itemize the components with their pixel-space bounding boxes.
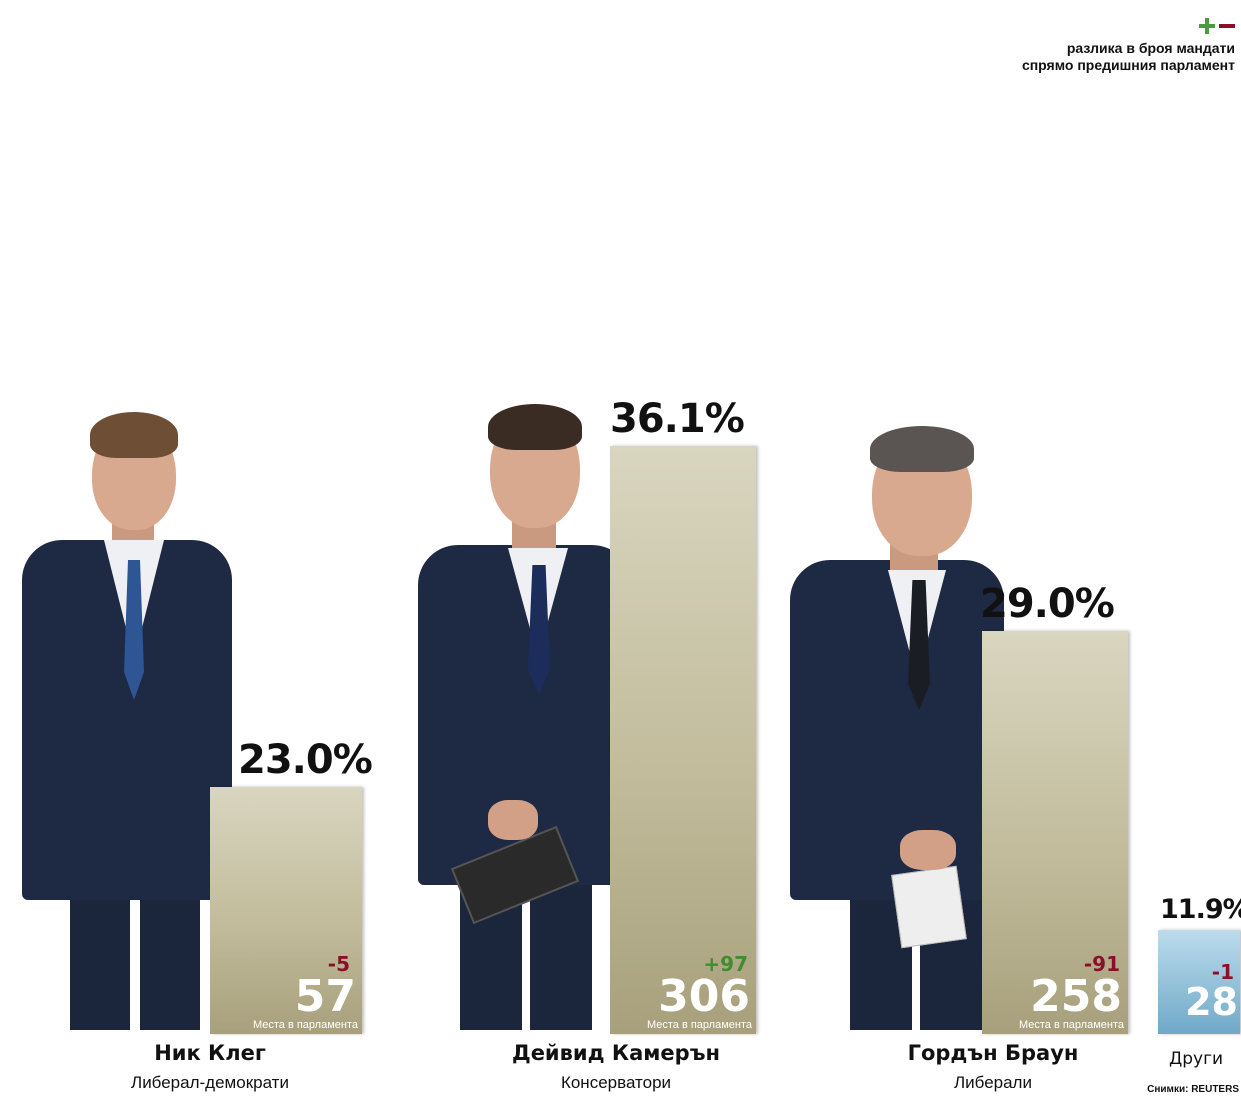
vote-share-label-others: 11.9% <box>1160 894 1241 925</box>
seats-caption-david-cameron: Места в парламента <box>646 1019 752 1031</box>
candidate-name-nick-clegg: Ник Клег <box>154 1041 266 1065</box>
seat-change-others: -1 <box>1211 960 1234 984</box>
party-david-cameron: Консерватори <box>560 1073 672 1092</box>
photo-credit: Снимки: REUTERS <box>1147 1084 1239 1095</box>
seats-david-cameron: 306 <box>658 971 750 1022</box>
seat-change-david-cameron: +97 <box>703 952 748 976</box>
bar-gordon-brown <box>982 631 1128 1034</box>
party-gordon-brown: Либерали <box>954 1073 1032 1092</box>
category-label-others: Други <box>1168 1049 1224 1069</box>
seats-others: 28 <box>1185 980 1238 1024</box>
vote-share-label-gordon-brown: 29.0% <box>980 581 1115 627</box>
legend: разлика в броя мандати спрямо предишния … <box>1022 18 1235 74</box>
candidate-name-david-cameron: Дейвид Камерън <box>511 1041 720 1065</box>
plus-icon <box>1199 18 1215 34</box>
seats-gordon-brown: 258 <box>1030 971 1122 1022</box>
minus-icon <box>1219 24 1235 28</box>
vote-share-label-david-cameron: 36.1% <box>610 396 745 443</box>
bar-nick-clegg <box>210 787 362 1034</box>
seats-caption-gordon-brown: Места в парламента <box>1018 1019 1124 1031</box>
seat-change-nick-clegg: -5 <box>327 952 350 976</box>
legend-text: разлика в броя мандати спрямо предишния … <box>1021 40 1235 73</box>
party-nick-clegg: Либерал-демократи <box>131 1073 289 1092</box>
seat-change-gordon-brown: -91 <box>1083 952 1120 976</box>
bar-david-cameron <box>610 446 756 1034</box>
bar-others <box>1158 930 1240 1034</box>
seats-caption-nick-clegg: Места в парламента <box>252 1019 358 1031</box>
candidate-name-gordon-brown: Гордън Браун <box>907 1041 1079 1065</box>
vote-share-label-nick-clegg: 23.0% <box>238 737 373 783</box>
seats-nick-clegg: 57 <box>294 971 356 1022</box>
